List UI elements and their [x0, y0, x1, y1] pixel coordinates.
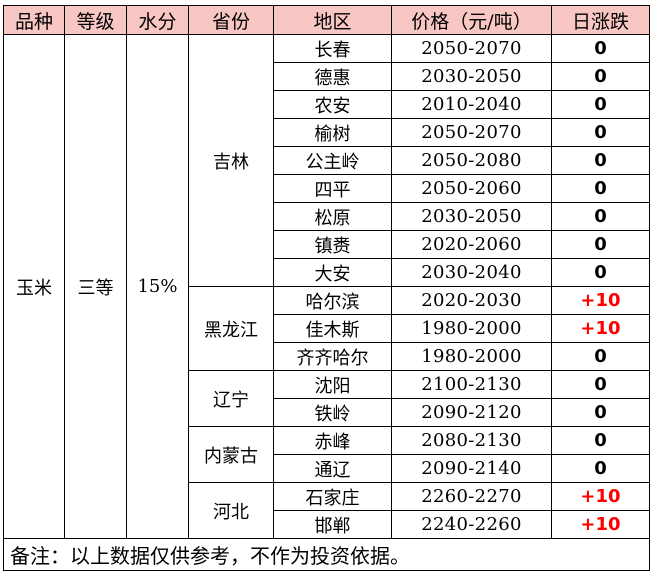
table-row: 大安 2030-2040 0 — [4, 258, 650, 287]
table-row: 松原 2030-2050 0 — [4, 202, 650, 231]
price-cell: 2050-2070 — [391, 34, 552, 63]
table-row: 榆树 2050-2070 0 — [4, 118, 650, 147]
region-cell: 通辽 — [273, 454, 392, 483]
price-cell: 2080-2130 — [391, 426, 552, 455]
change-cell: 0 — [551, 230, 650, 259]
region-cell: 松原 — [273, 202, 392, 231]
region-cell: 石家庄 — [273, 482, 392, 511]
price-cell: 2260-2270 — [391, 482, 552, 511]
province-cell: 内蒙古 — [188, 426, 274, 483]
region-cell: 沈阳 — [273, 370, 392, 399]
header-row: 品种 等级 水分 省份 地区 价格（元/吨） 日涨跌 — [3, 5, 650, 35]
table-row: 河北 石家庄 2260-2270 +10 — [4, 482, 650, 539]
header-daily-change: 日涨跌 — [551, 5, 650, 35]
change-cell: 0 — [551, 118, 650, 147]
change-cell: 0 — [551, 202, 650, 231]
price-cell: 2090-2140 — [391, 454, 552, 483]
province-cell: 河北 — [188, 482, 274, 539]
table-row: 镇赉 2020-2060 0 — [4, 230, 650, 259]
change-cell: 0 — [551, 370, 650, 399]
price-cell: 2030-2040 — [391, 258, 552, 287]
region-cell: 大安 — [273, 258, 392, 287]
change-cell: 0 — [551, 398, 650, 427]
price-table-container: 品种 等级 水分 省份 地区 价格（元/吨） 日涨跌 玉米 三等 15% 吉林 长春 20… — [3, 5, 650, 571]
price-cell: 2050-2060 — [391, 174, 552, 203]
price-cell: 2090-2120 — [391, 398, 552, 427]
header-commodity: 品种 — [3, 5, 65, 35]
region-cell: 榆树 — [273, 118, 392, 147]
moisture-cell: 15% — [126, 34, 189, 539]
price-cell: 2020-2030 — [391, 286, 552, 315]
header-grade: 等级 — [64, 5, 127, 35]
region-cell: 铁岭 — [273, 398, 392, 427]
change-cell: 0 — [551, 62, 650, 91]
price-cell: 2020-2060 — [391, 230, 552, 259]
change-cell: 0 — [551, 454, 650, 483]
table-row: 齐齐哈尔 1980-2000 0 — [4, 342, 650, 371]
corn-price-table: 品种 等级 水分 省份 地区 价格（元/吨） 日涨跌 玉米 三等 15% 吉林 长春 20… — [3, 5, 650, 571]
region-cell: 赤峰 — [273, 426, 392, 455]
region-cell: 佳木斯 — [273, 314, 392, 343]
price-cell: 1980-2000 — [391, 314, 552, 343]
table-row: 佳木斯 1980-2000 +10 — [4, 314, 650, 343]
change-cell: +10 — [551, 286, 650, 315]
change-cell: 0 — [551, 258, 650, 287]
price-cell: 2240-2260 — [391, 510, 552, 539]
table-row: 德惠 2030-2050 0 — [4, 62, 650, 91]
price-cell: 2010-2040 — [391, 90, 552, 119]
change-cell: 0 — [551, 342, 650, 371]
header-moisture: 水分 — [126, 5, 189, 35]
price-cell: 1980-2000 — [391, 342, 552, 371]
region-cell: 公主岭 — [273, 146, 392, 175]
price-cell: 2050-2080 — [391, 146, 552, 175]
price-cell: 2050-2070 — [391, 118, 552, 147]
table-row: 内蒙古 赤峰 2080-2130 0 — [4, 426, 650, 483]
grade-cell: 三等 — [64, 34, 127, 539]
region-cell: 长春 — [273, 34, 392, 63]
region-cell: 镇赉 — [273, 230, 392, 259]
province-cell: 吉林 — [188, 34, 274, 287]
change-cell: 0 — [551, 146, 650, 175]
price-cell: 2030-2050 — [391, 202, 552, 231]
change-cell: +10 — [551, 314, 650, 343]
province-cell: 辽宁 — [188, 370, 274, 427]
change-cell: 0 — [551, 426, 650, 455]
change-cell: +10 — [551, 510, 650, 539]
table-row: 四平 2050-2060 0 — [4, 174, 650, 203]
commodity-cell: 玉米 — [3, 34, 65, 539]
region-cell: 四平 — [273, 174, 392, 203]
table-row: 玉米 三等 15% 吉林 长春 2050-2070 0 — [3, 34, 650, 539]
province-cell: 黑龙江 — [188, 286, 274, 371]
table-row: 黑龙江 哈尔滨 2020-2030 +10 — [4, 286, 650, 371]
table-row: 铁岭 2090-2120 0 — [4, 398, 650, 427]
note-row: 备注：以上数据仅供参考，不作为投资依据。 — [3, 538, 650, 571]
region-cell: 哈尔滨 — [273, 286, 392, 315]
region-cell: 邯郸 — [273, 510, 392, 539]
change-cell: 0 — [551, 34, 650, 63]
header-price: 价格（元/吨） — [391, 5, 552, 35]
header-region: 地区 — [273, 5, 392, 35]
change-cell: 0 — [551, 174, 650, 203]
region-cell: 齐齐哈尔 — [273, 342, 392, 371]
region-cell: 德惠 — [273, 62, 392, 91]
region-cell: 农安 — [273, 90, 392, 119]
table-row: 农安 2010-2040 0 — [4, 90, 650, 119]
note-text: 备注：以上数据仅供参考，不作为投资依据。 — [3, 538, 650, 571]
change-cell: +10 — [551, 482, 650, 511]
price-cell: 2100-2130 — [391, 370, 552, 399]
header-province: 省份 — [188, 5, 274, 35]
table-row: 通辽 2090-2140 0 — [4, 454, 650, 483]
price-cell: 2030-2050 — [391, 62, 552, 91]
table-row: 公主岭 2050-2080 0 — [4, 146, 650, 175]
change-cell: 0 — [551, 90, 650, 119]
